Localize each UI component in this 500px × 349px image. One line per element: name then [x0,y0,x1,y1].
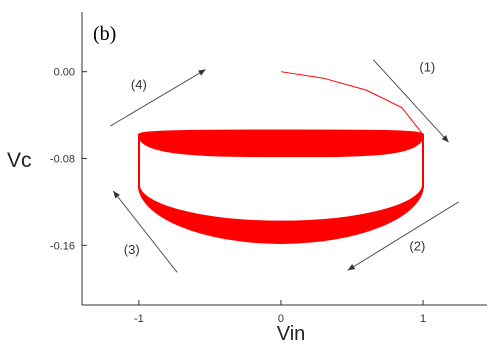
x-ticks: -1 0 1 [134,300,426,325]
y-axis-label: Vc [7,149,32,172]
y-tick-label: -0.16 [50,240,75,252]
direction-label: (2) [409,239,425,254]
direction-arrow-line [372,59,450,143]
initial-trace [280,71,424,135]
y-tick-label: -0.08 [50,154,75,166]
direction-label: (4) [131,77,147,92]
direction-arrow-line [112,190,178,273]
axes [81,12,487,306]
direction-arrow-line [347,201,459,271]
annotations: (1) (2) (3) (4) [110,59,459,273]
direction-arrow-line [110,69,206,127]
x-tick-label: 1 [420,313,426,325]
panel-label: (b) [93,23,116,45]
direction-arrow-head [198,69,206,76]
loop-cycle-trace [138,134,424,244]
y-ticks: 0.00 -0.08 -0.16 [50,67,87,252]
direction-label: (1) [419,60,435,75]
x-axis-label: Vin [277,323,306,345]
x-tick-label: -1 [134,313,144,325]
direction-arrow-head [347,264,356,271]
direction-label: (3) [124,242,140,257]
series-vc-loop [138,71,424,244]
direction-arrow-head [441,135,449,143]
x-tick-label: 0 [278,313,284,325]
direction-arrow-head [113,191,120,199]
y-tick-label: 0.00 [54,67,75,79]
